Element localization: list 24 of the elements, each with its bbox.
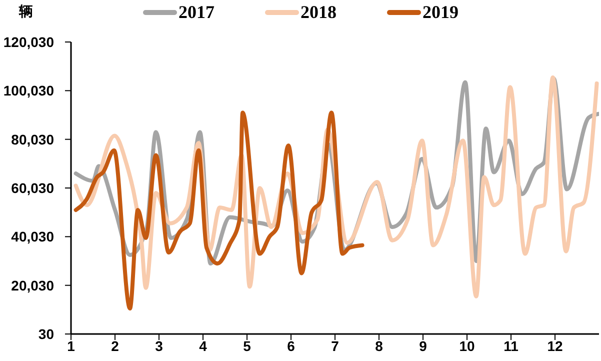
y-tick-label: 60,030	[11, 180, 54, 196]
x-tick-label: 10	[459, 338, 475, 354]
x-tick-label: 3	[155, 338, 164, 354]
x-tick-label: 5	[243, 338, 252, 354]
y-tick-label: 30	[38, 326, 54, 342]
x-tick-label: 9	[419, 338, 428, 354]
x-tick-label: 2	[111, 338, 120, 354]
x-tick-label: 1	[67, 338, 76, 354]
y-tick-label: 80,030	[11, 131, 54, 148]
y-tick-label: 100,030	[3, 82, 54, 99]
x-tick-label: 8	[375, 338, 384, 354]
x-tick-label: 11	[504, 338, 519, 354]
x-tick-label: 7	[331, 338, 340, 354]
legend-label: 2019	[422, 2, 458, 22]
legend-label: 2017	[178, 2, 214, 22]
y-tick-label: 120,030	[3, 34, 54, 50]
x-tick-label: 4	[199, 338, 208, 354]
y-tick-label: 20,030	[11, 277, 54, 294]
y-tick-label: 40,030	[11, 228, 54, 245]
line-series	[74, 110, 364, 311]
y-axis-title: 辆	[19, 3, 33, 21]
x-tick-label: 12	[547, 338, 563, 354]
x-tick-label: 6	[287, 338, 296, 354]
legend-label: 2018	[300, 2, 336, 22]
